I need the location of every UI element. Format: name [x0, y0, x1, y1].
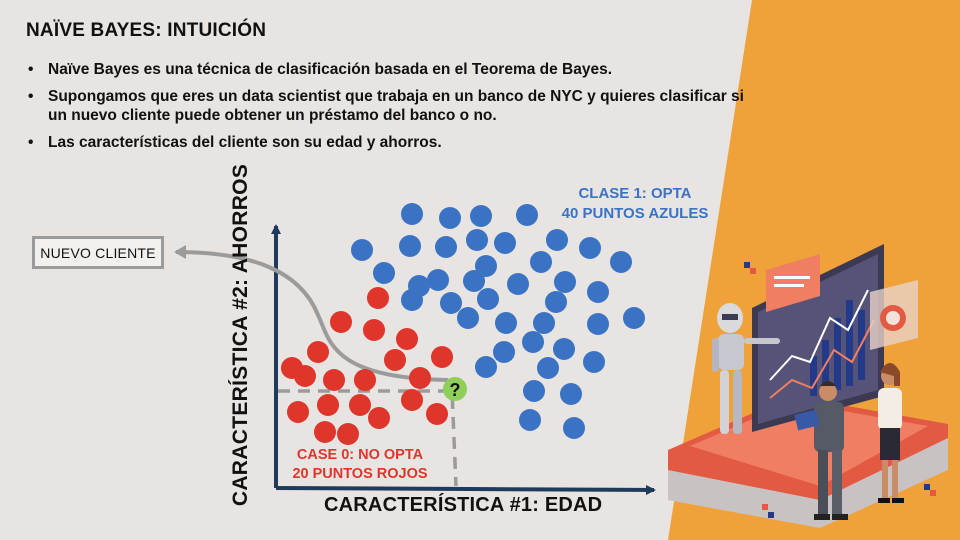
new-client-box: NUEVO CLIENTE — [32, 236, 164, 269]
blue-point — [466, 229, 488, 251]
blue-point — [610, 251, 632, 273]
class0-title: CASE 0: NO OPTA — [296, 447, 424, 463]
man-figure — [794, 381, 848, 520]
blue-point — [623, 307, 645, 329]
blue-point — [579, 237, 601, 259]
blue-point — [399, 235, 421, 257]
red-point — [337, 423, 359, 445]
blue-point — [560, 383, 582, 405]
blue-point — [522, 331, 544, 353]
woman-figure — [878, 363, 904, 503]
blue-point — [587, 281, 609, 303]
floating-card — [766, 254, 820, 312]
blue-point — [546, 229, 568, 251]
blue-point — [440, 292, 462, 314]
blue-point — [494, 232, 516, 254]
bullet-item-3: Las características del cliente son su e… — [26, 133, 746, 152]
red-point — [349, 394, 371, 416]
x-axis-label: CARACTERÍSTICA #1: EDAD — [324, 494, 603, 516]
red-point — [426, 403, 448, 425]
blue-point — [351, 239, 373, 261]
slide-title: NAÏVE BAYES: INTUICIÓN — [26, 20, 267, 41]
blue-point — [553, 338, 575, 360]
new-client-arrow — [174, 245, 449, 382]
blue-point — [427, 269, 449, 291]
blue-point — [519, 409, 541, 431]
blue-point — [463, 270, 485, 292]
blue-point — [457, 307, 479, 329]
blue-point — [516, 204, 538, 226]
blue-point — [401, 203, 423, 225]
data-points — [281, 203, 645, 445]
blue-point — [545, 291, 567, 313]
red-point — [409, 367, 431, 389]
class0-label: CASE 0: NO OPTA 20 PUNTOS ROJOS — [284, 446, 436, 484]
blue-point — [475, 255, 497, 277]
red-point — [367, 287, 389, 309]
class1-count: 40 PUNTOS AZULES — [561, 205, 709, 222]
blue-point — [470, 205, 492, 227]
bullet-item-1: Naïve Bayes es una técnica de clasificac… — [26, 60, 746, 79]
robot-figure — [712, 303, 780, 434]
bullet-list: Naïve Bayes es una técnica de clasificac… — [26, 60, 746, 160]
ai-analytics-illustration — [668, 244, 948, 528]
blue-point — [554, 271, 576, 293]
new-data-point — [443, 377, 467, 401]
x-axis — [275, 484, 656, 495]
red-point — [431, 346, 453, 368]
blue-point — [507, 273, 529, 295]
red-point — [354, 369, 376, 391]
blue-point — [493, 341, 515, 363]
blue-point — [583, 351, 605, 373]
red-point — [307, 341, 329, 363]
blue-point — [523, 380, 545, 402]
blue-point — [537, 357, 559, 379]
blue-point — [439, 207, 461, 229]
blue-point — [435, 236, 457, 258]
bullet-item-2: Supongamos que eres un data scientist qu… — [26, 87, 746, 125]
question-mark: ? — [450, 380, 461, 400]
red-point — [396, 328, 418, 350]
red-point — [314, 421, 336, 443]
red-point — [287, 401, 309, 423]
blue-point — [477, 288, 499, 310]
red-point — [368, 407, 390, 429]
y-axis-label: CARACTERÍSTICA #2: AHORROS — [229, 163, 252, 507]
class0-count: 20 PUNTOS ROJOS — [292, 466, 428, 482]
red-point — [401, 389, 423, 411]
blue-point — [408, 275, 430, 297]
red-point — [317, 394, 339, 416]
blue-point — [530, 251, 552, 273]
red-point — [294, 365, 316, 387]
red-point — [323, 369, 345, 391]
blue-point — [533, 312, 555, 334]
blue-point — [563, 417, 585, 439]
class1-title: CLASE 1: OPTA — [578, 185, 692, 202]
platform-surface — [690, 402, 928, 486]
red-point — [384, 349, 406, 371]
blue-point — [495, 312, 517, 334]
blue-point — [587, 313, 609, 335]
class1-label: CLASE 1: OPTA 40 PUNTOS AZULES — [560, 184, 710, 224]
blue-point — [475, 356, 497, 378]
red-point — [363, 319, 385, 341]
blue-point — [373, 262, 395, 284]
red-point — [330, 311, 352, 333]
